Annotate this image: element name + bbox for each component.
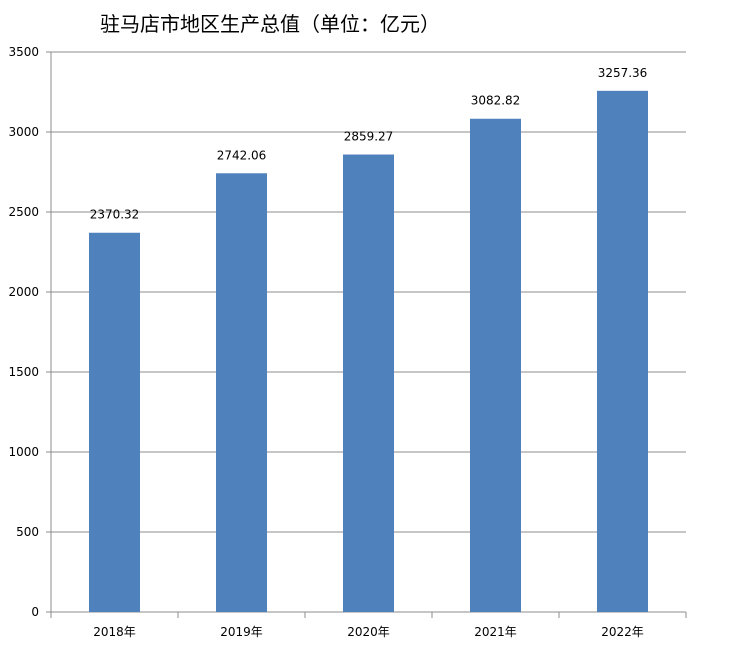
y-tick-label: 2500 bbox=[8, 205, 39, 219]
y-tick-label: 0 bbox=[31, 605, 39, 619]
y-tick-label: 3000 bbox=[8, 125, 39, 139]
bar bbox=[89, 232, 140, 613]
chart-title: 驻马店市地区生产总值（单位：亿元） bbox=[100, 12, 440, 36]
data-label: 2859.27 bbox=[344, 130, 394, 144]
data-label: 3257.36 bbox=[598, 66, 648, 80]
y-tick-label: 1500 bbox=[8, 365, 39, 379]
bar bbox=[216, 173, 267, 613]
x-tick-label: 2022年 bbox=[601, 625, 644, 639]
y-tick-label: 1000 bbox=[8, 445, 39, 459]
x-tick-label: 2021年 bbox=[474, 625, 517, 639]
bar bbox=[343, 154, 394, 613]
bar bbox=[470, 118, 521, 612]
y-tick-label: 3500 bbox=[8, 45, 39, 59]
data-label: 2742.06 bbox=[217, 148, 267, 162]
x-tick-label: 2019年 bbox=[220, 625, 263, 639]
x-tick-label: 2020年 bbox=[347, 625, 390, 639]
bar bbox=[597, 90, 648, 613]
y-tick-label: 500 bbox=[16, 525, 39, 539]
data-label: 3082.82 bbox=[471, 94, 521, 108]
y-tick-label: 2000 bbox=[8, 285, 39, 299]
x-tick-label: 2018年 bbox=[93, 625, 136, 639]
data-label: 2370.32 bbox=[90, 208, 140, 222]
